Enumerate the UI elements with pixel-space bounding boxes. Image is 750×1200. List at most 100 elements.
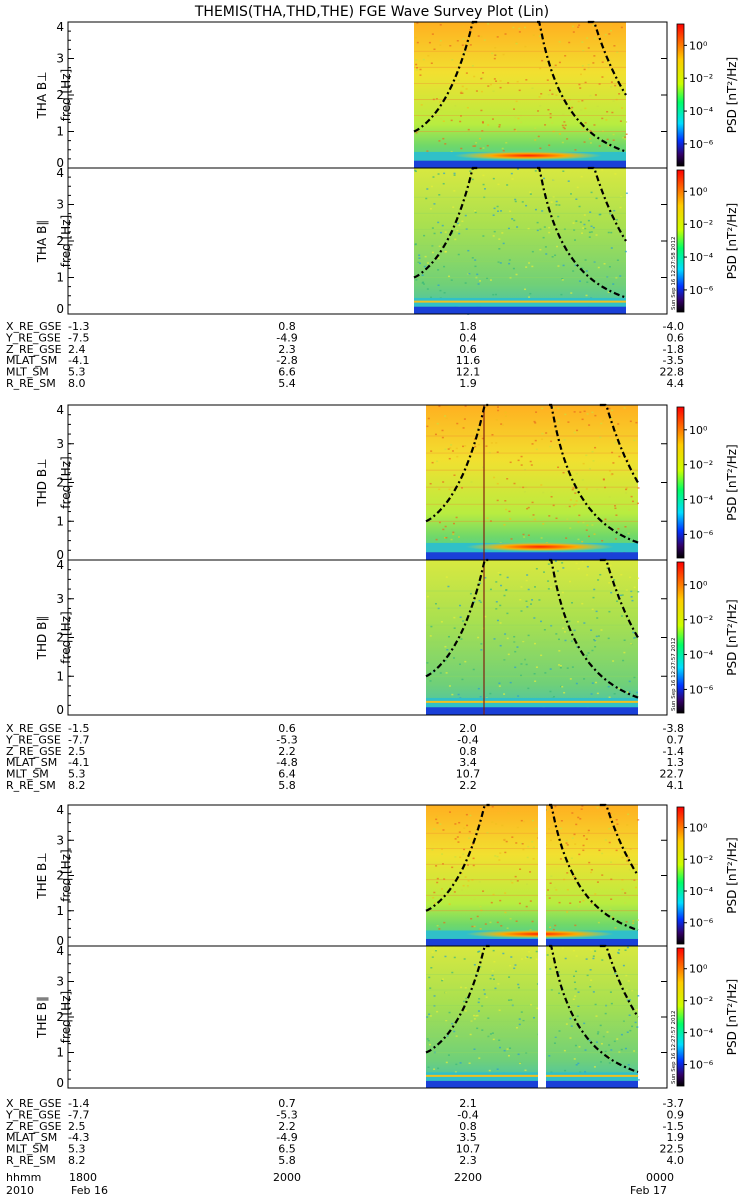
- noise-speckle: [610, 86, 613, 88]
- noise-speckle: [570, 1025, 573, 1027]
- noise-speckle: [555, 94, 558, 96]
- noise-speckle: [577, 906, 580, 908]
- orbit-value: 0.4: [459, 331, 477, 344]
- noise-speckle: [611, 916, 614, 919]
- noise-speckle: [534, 208, 537, 211]
- noise-speckle: [558, 41, 561, 43]
- noise-speckle: [587, 47, 590, 49]
- cyclotron-curve: [413, 166, 478, 279]
- noise-speckle: [561, 591, 564, 594]
- orbit-value: 0.6: [459, 343, 477, 356]
- noise-speckle: [456, 229, 459, 232]
- orbit-value: 8.0: [68, 377, 86, 390]
- noise-speckle: [566, 844, 569, 846]
- noise-speckle: [590, 191, 593, 194]
- y-tick-label: 4: [56, 803, 64, 817]
- noise-speckle: [438, 245, 441, 247]
- noise-speckle: [493, 57, 496, 60]
- noise-speckle: [567, 421, 570, 423]
- noise-speckle: [492, 293, 495, 296]
- noise-speckle: [566, 518, 569, 520]
- noise-speckle: [601, 169, 604, 171]
- noise-speckle: [630, 495, 633, 498]
- noise-speckle: [635, 421, 638, 424]
- noise-speckle: [596, 1033, 599, 1035]
- noise-speckle: [629, 420, 632, 423]
- noise-speckle: [478, 950, 481, 953]
- noise-speckle: [491, 970, 494, 972]
- noise-speckle: [492, 978, 495, 980]
- noise-speckle: [577, 26, 580, 28]
- noise-speckle: [525, 905, 528, 908]
- noise-speckle: [615, 849, 618, 852]
- noise-speckle: [581, 479, 584, 481]
- noise-speckle: [514, 198, 517, 201]
- noise-speckle: [611, 111, 614, 114]
- noise-speckle: [491, 52, 494, 55]
- noise-speckle: [529, 460, 532, 463]
- noise-speckle: [525, 79, 528, 81]
- noise-speckle: [621, 891, 624, 894]
- noise-speckle: [430, 967, 433, 969]
- noise-speckle: [457, 536, 460, 538]
- noise-speckle: [536, 221, 539, 224]
- noise-speckle: [584, 81, 587, 84]
- noise-speckle: [515, 100, 518, 103]
- noise-speckle: [625, 974, 628, 977]
- noise-speckle: [584, 227, 587, 230]
- noise-speckle: [574, 881, 577, 883]
- y-tick-label: 2: [56, 1010, 64, 1024]
- noise-speckle: [415, 69, 418, 71]
- noise-speckle: [571, 602, 574, 604]
- noise-speckle: [629, 848, 632, 850]
- noise-speckle: [419, 74, 422, 76]
- noise-speckle: [621, 107, 624, 109]
- noise-speckle: [427, 1039, 430, 1042]
- noise-speckle: [581, 267, 584, 270]
- noise-speckle: [557, 971, 560, 973]
- lowest-freq-band: [414, 160, 626, 168]
- noise-speckle: [426, 25, 429, 28]
- orbit-row-name: X_RE_GSE: [6, 320, 62, 333]
- noise-speckle: [506, 927, 509, 929]
- noise-speckle: [594, 1003, 597, 1006]
- noise-speckle: [557, 265, 560, 267]
- noise-speckle: [541, 438, 544, 441]
- noise-speckle: [588, 236, 591, 238]
- noise-speckle: [415, 131, 418, 134]
- noise-speckle: [593, 533, 596, 535]
- cyclotron-curve: [599, 803, 639, 877]
- noise-speckle: [486, 517, 489, 519]
- noise-speckle: [479, 928, 482, 930]
- noise-speckle: [481, 77, 484, 79]
- noise-speckle: [497, 210, 500, 212]
- noise-speckle: [562, 126, 565, 129]
- noise-speckle: [566, 872, 569, 874]
- noise-speckle: [442, 137, 445, 140]
- noise-speckle: [585, 488, 588, 490]
- noise-speckle: [529, 603, 532, 605]
- panel-ylabel: freq [Hz]: [59, 991, 73, 1043]
- orbit-value: -1.4: [68, 1097, 89, 1110]
- noise-speckle: [600, 629, 603, 631]
- orbit-row-name: R_RE_SM: [6, 1154, 56, 1167]
- noise-speckle: [467, 249, 470, 252]
- noise-speckle: [554, 924, 557, 927]
- noise-speckle: [577, 1005, 580, 1007]
- noise-speckle: [517, 459, 520, 462]
- noise-speckle: [576, 1015, 579, 1017]
- orbit-value: -3.5: [663, 354, 684, 367]
- noise-speckle: [510, 999, 513, 1001]
- noise-speckle: [503, 658, 506, 661]
- noise-speckle: [506, 478, 509, 480]
- noise-speckle: [439, 24, 442, 26]
- colorbar: [677, 407, 684, 558]
- noise-speckle: [481, 130, 484, 132]
- noise-speckle: [462, 445, 465, 448]
- orbit-value: -1.3: [68, 320, 89, 333]
- noise-speckle: [534, 680, 537, 682]
- noise-speckle: [624, 138, 627, 140]
- orbit-value: 5.3: [68, 768, 86, 781]
- time-axis: hhmm 1800 2000 2200 0000 2010 Feb 16 Feb 17: [6, 1171, 674, 1197]
- noise-speckle: [472, 864, 475, 867]
